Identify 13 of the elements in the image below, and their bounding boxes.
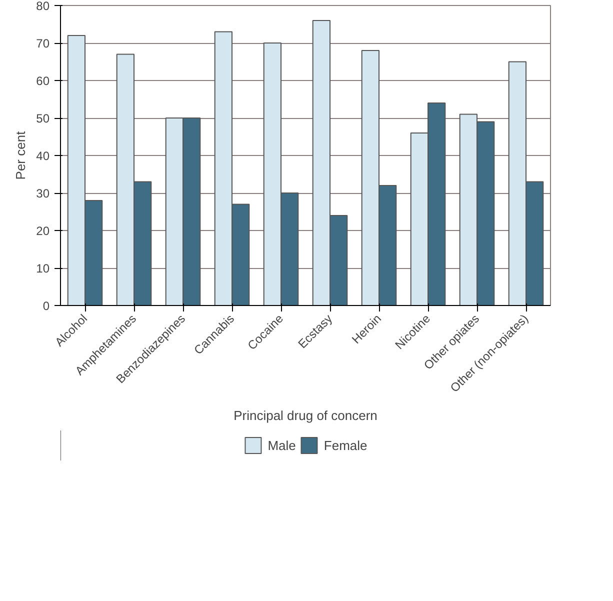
- legend-label: Female: [324, 438, 368, 452]
- y-axis-title: Per cent: [13, 130, 28, 180]
- y-tick-label: 60: [36, 74, 50, 88]
- y-tick-label: 70: [36, 36, 50, 50]
- y-tick-label: 40: [36, 149, 50, 163]
- y-tick-label: 50: [36, 112, 50, 126]
- y-tick-label: 30: [36, 186, 50, 200]
- y-tick-label: 80: [36, 0, 50, 13]
- y-tick-label: 10: [36, 262, 50, 276]
- x-axis-title: Principal drug of concern: [234, 408, 378, 423]
- legend-label: Male: [268, 438, 296, 452]
- y-tick-label: 0: [42, 299, 50, 313]
- y-tick-label: 20: [36, 224, 50, 238]
